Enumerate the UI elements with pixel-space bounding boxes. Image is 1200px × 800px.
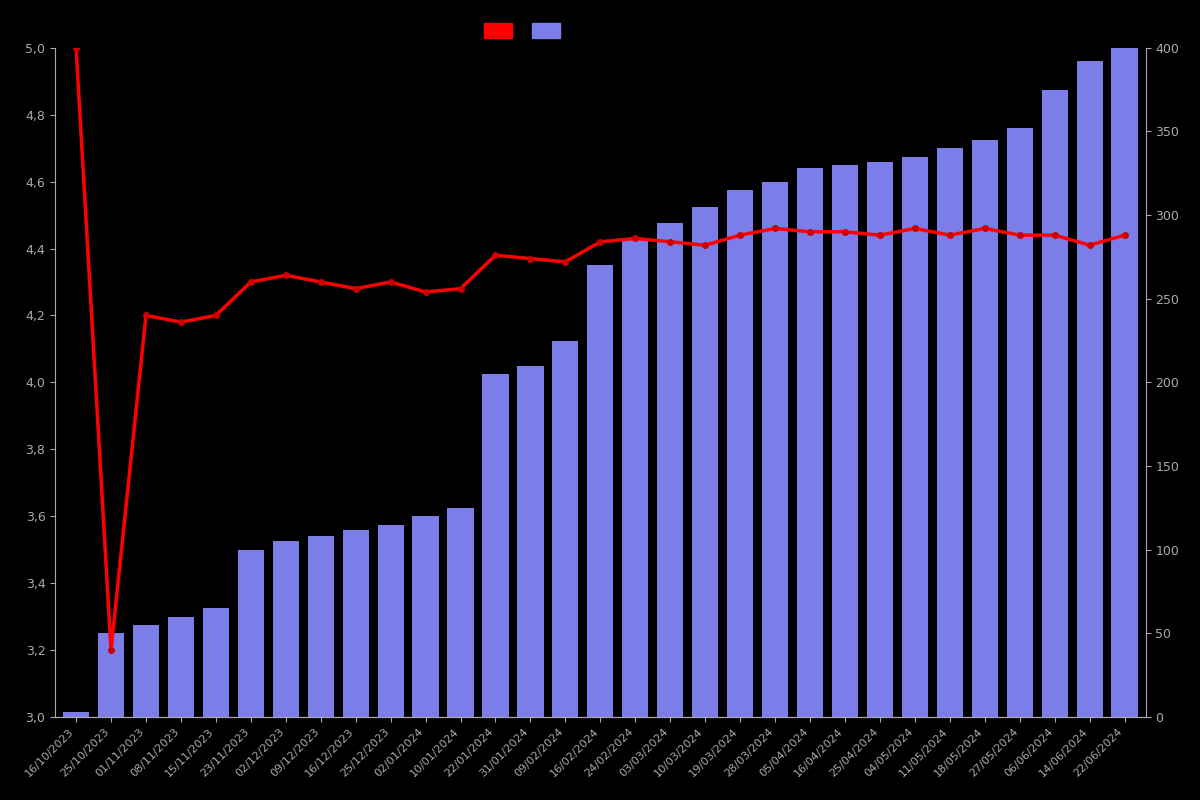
Bar — [98, 634, 124, 717]
Bar — [727, 190, 754, 717]
Bar — [307, 536, 334, 717]
Bar — [342, 530, 368, 717]
Bar — [832, 165, 858, 717]
Bar — [238, 550, 264, 717]
Bar — [866, 162, 893, 717]
Bar — [692, 206, 719, 717]
Bar — [448, 508, 474, 717]
Bar — [552, 341, 578, 717]
Bar — [517, 366, 544, 717]
Bar — [133, 625, 160, 717]
Bar — [482, 374, 509, 717]
Bar — [622, 240, 648, 717]
Bar — [413, 516, 439, 717]
Bar — [1042, 90, 1068, 717]
Bar — [937, 148, 962, 717]
Bar — [901, 157, 928, 717]
Bar — [762, 182, 788, 717]
Bar — [658, 223, 683, 717]
Bar — [168, 617, 194, 717]
Bar — [203, 608, 229, 717]
Bar — [272, 542, 299, 717]
Bar — [378, 525, 403, 717]
Legend: , : , — [478, 18, 570, 44]
Bar — [1076, 61, 1103, 717]
Bar — [797, 168, 823, 717]
Bar — [62, 712, 89, 717]
Bar — [1007, 128, 1033, 717]
Bar — [972, 140, 998, 717]
Bar — [587, 266, 613, 717]
Bar — [1111, 48, 1138, 717]
